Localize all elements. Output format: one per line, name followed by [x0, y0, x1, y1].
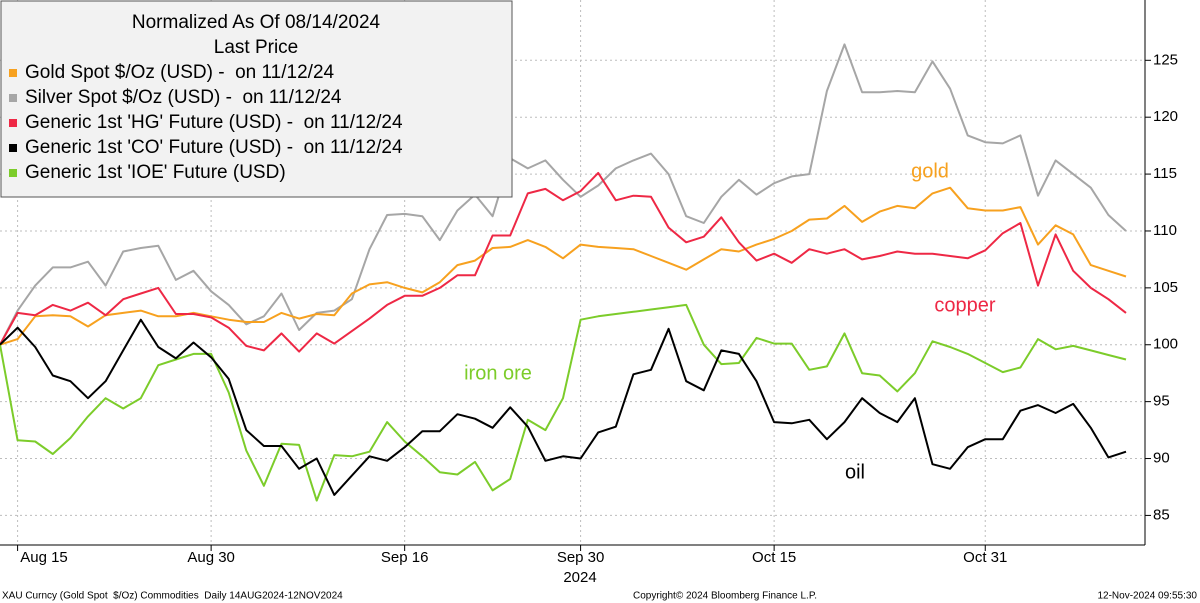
y-tick-label: 105: [1153, 279, 1178, 296]
legend-label: Silver Spot $/Oz (USD) - on 11/12/24: [25, 87, 342, 108]
y-tick-label: 100: [1153, 336, 1178, 353]
series-line: [0, 303, 1127, 502]
legend-label: Generic 1st 'CO' Future (USD) - on 11/12…: [25, 137, 403, 158]
legend-box: [0, 0, 513, 198]
x-tick-label: Oct 15: [752, 549, 796, 566]
legend-label: Gold Spot $/Oz (USD) - on 11/12/24: [25, 62, 335, 83]
legend-title: Normalized As Of 08/14/2024: [132, 12, 381, 33]
x-tick-label: Sep 16: [381, 549, 429, 566]
x-tick-label: Aug 15: [20, 549, 68, 566]
x-tick-label: Aug 30: [187, 549, 235, 566]
annotation: oil: [845, 461, 865, 483]
y-tick-label: 115: [1153, 165, 1177, 182]
legend: Normalized As Of 08/14/2024 Last Price Gol…: [0, 0, 513, 198]
y-tick-label: 125: [1153, 51, 1178, 68]
series-line: [0, 43, 1127, 346]
x-tick-label: Sep 30: [557, 549, 605, 566]
y-tick-label: 90: [1153, 449, 1170, 466]
footer-center: Copyright© 2024 Bloomberg Finance L.P.: [633, 591, 817, 602]
series-line: [0, 171, 1127, 353]
legend-label: Generic 1st 'HG' Future (USD) - on 11/12…: [25, 112, 403, 133]
footer-left: XAU Curncy (Gold Spot $/Oz) Commodities …: [2, 591, 343, 602]
legend-title: Last Price: [214, 37, 298, 58]
y-tick-label: 110: [1153, 222, 1177, 239]
series-line: [0, 318, 1127, 496]
legend-swatch: [9, 119, 17, 127]
legend-swatch: [9, 69, 17, 77]
y-tick-label: 95: [1153, 393, 1170, 410]
x-tick-label: Oct 31: [963, 549, 1007, 566]
legend-swatch: [9, 144, 17, 152]
legend-label: Generic 1st 'IOE' Future (USD): [25, 162, 286, 183]
y-tick-label: 85: [1153, 506, 1170, 523]
x-year-label: 2024: [563, 569, 596, 586]
legend-swatch: [9, 169, 17, 177]
legend-swatch: [9, 94, 17, 102]
footer-right: 12-Nov-2024 09:55:30: [1097, 591, 1197, 602]
annotation: iron ore: [464, 362, 532, 384]
annotation: copper: [934, 294, 995, 316]
annotation: gold: [911, 160, 949, 182]
plot-area: [0, 0, 1145, 545]
y-tick-label: 120: [1153, 108, 1178, 125]
